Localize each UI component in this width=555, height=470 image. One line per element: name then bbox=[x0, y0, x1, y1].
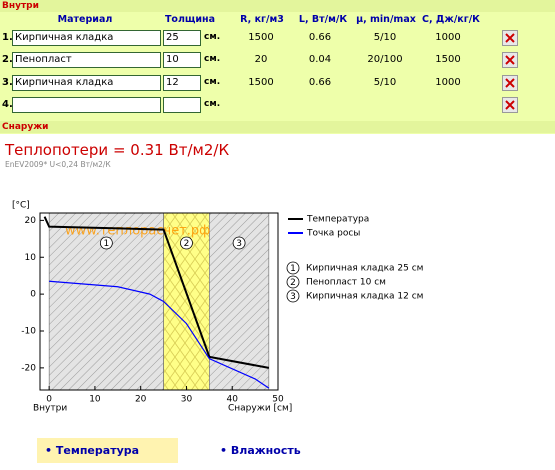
row-number: 1. bbox=[2, 32, 13, 43]
layer-number: 3 bbox=[236, 239, 242, 249]
thickness-input[interactable]: 25 bbox=[163, 30, 201, 46]
tab-label: Температура bbox=[55, 444, 140, 457]
tab-active-bg bbox=[37, 438, 178, 463]
x-tick-label: 20 bbox=[135, 395, 147, 405]
plot-frame bbox=[39, 212, 279, 391]
legend-label: Точка росы bbox=[306, 229, 360, 239]
delete-icon bbox=[505, 33, 515, 43]
row-number: 4. bbox=[2, 99, 13, 110]
header: R, кг/м3 bbox=[240, 14, 284, 25]
layer-marker bbox=[99, 236, 113, 250]
material-input[interactable]: Кирпичная кладка bbox=[12, 75, 161, 91]
layer-marker bbox=[180, 236, 193, 250]
legend-label: Пенопласт 10 см bbox=[306, 278, 386, 288]
cell-l: 0.04 bbox=[308, 54, 332, 65]
header: μ, min/max bbox=[356, 14, 416, 25]
y-tick-label: -20 bbox=[21, 363, 36, 373]
row-number: 3. bbox=[2, 77, 13, 88]
cell-mu: 5/10 bbox=[373, 77, 397, 88]
x-axis-label-left: Внутри bbox=[33, 404, 67, 414]
legend-marker bbox=[286, 275, 300, 289]
tab[interactable]: • Температура bbox=[45, 444, 140, 457]
cell-l: 0.66 bbox=[308, 77, 332, 88]
layer-number: 2 bbox=[184, 239, 190, 249]
x-tick-label: 50 bbox=[272, 395, 284, 405]
thickness-input[interactable] bbox=[163, 97, 201, 113]
heat-loss: Теплопотери = 0.31 Вт/м2/К bbox=[5, 141, 230, 159]
delete-icon bbox=[505, 100, 515, 110]
legend-marker bbox=[286, 289, 300, 303]
thickness-input[interactable]: 10 bbox=[163, 52, 201, 68]
inside-label: Внутри bbox=[0, 0, 555, 12]
watermark: www.теплорасчет.рф bbox=[65, 224, 210, 239]
unit: см. bbox=[204, 54, 221, 64]
x-tick-label: 0 bbox=[46, 395, 52, 405]
cell-c: 1000 bbox=[435, 77, 461, 88]
cell-l: 0.66 bbox=[308, 32, 332, 43]
legend-label: Кирпичная кладка 25 см bbox=[306, 264, 423, 274]
outside-label: Снаружи bbox=[0, 121, 555, 133]
unit: см. bbox=[204, 32, 221, 42]
x-tick-label: 10 bbox=[89, 395, 101, 405]
material-input[interactable] bbox=[12, 97, 161, 113]
delete-button[interactable] bbox=[502, 97, 518, 113]
delete-button[interactable] bbox=[502, 75, 518, 91]
cell-r: 1500 bbox=[248, 77, 274, 88]
x-tick-label: 30 bbox=[181, 395, 193, 405]
material-input[interactable]: Кирпичная кладка bbox=[12, 30, 161, 46]
series-line bbox=[49, 280, 270, 389]
tab-label: Влажность bbox=[230, 444, 301, 457]
header: Толщина bbox=[164, 14, 216, 25]
series-line bbox=[43, 216, 270, 369]
material-input[interactable]: Пенопласт bbox=[12, 52, 161, 68]
cell-mu: 5/10 bbox=[373, 32, 397, 43]
legend-marker bbox=[286, 261, 300, 275]
legend-label: Температура bbox=[306, 215, 369, 225]
delete-button[interactable] bbox=[502, 30, 518, 46]
legend-number: 2 bbox=[290, 278, 296, 288]
legend-number: 3 bbox=[290, 292, 296, 302]
cell-r: 20 bbox=[254, 54, 268, 65]
y-axis-label: [°С] bbox=[12, 201, 30, 211]
delete-button[interactable] bbox=[502, 52, 518, 68]
y-tick-label: 0 bbox=[30, 290, 36, 300]
unit: см. bbox=[204, 99, 221, 109]
header: Материал bbox=[57, 14, 113, 25]
x-tick-label: 40 bbox=[227, 395, 239, 405]
header: L, Вт/м/К bbox=[298, 14, 348, 25]
header: C, Дж/кг/К bbox=[422, 14, 480, 25]
legend-number: 1 bbox=[290, 264, 296, 274]
cell-r: 1500 bbox=[248, 32, 274, 43]
legend-label: Кирпичная кладка 12 см bbox=[306, 292, 423, 302]
delete-icon bbox=[505, 78, 515, 88]
layer-marker bbox=[232, 236, 246, 250]
thickness-input[interactable]: 12 bbox=[163, 75, 201, 91]
tab[interactable]: • Влажность bbox=[220, 444, 301, 457]
delete-icon bbox=[505, 55, 515, 65]
unit: см. bbox=[204, 77, 221, 87]
layer-number: 1 bbox=[103, 239, 109, 249]
y-tick-label: 20 bbox=[25, 216, 37, 226]
cell-mu: 20/100 bbox=[367, 54, 403, 65]
cell-c: 1500 bbox=[435, 54, 461, 65]
norm: EnEV2009* U<0,24 Вт/м2/К bbox=[5, 160, 111, 169]
y-tick-label: -10 bbox=[21, 327, 36, 337]
x-axis-label-right: Снаружи [см] bbox=[228, 404, 292, 414]
row-number: 2. bbox=[2, 54, 13, 65]
cell-c: 1000 bbox=[435, 32, 461, 43]
y-tick-label: 10 bbox=[25, 253, 37, 263]
